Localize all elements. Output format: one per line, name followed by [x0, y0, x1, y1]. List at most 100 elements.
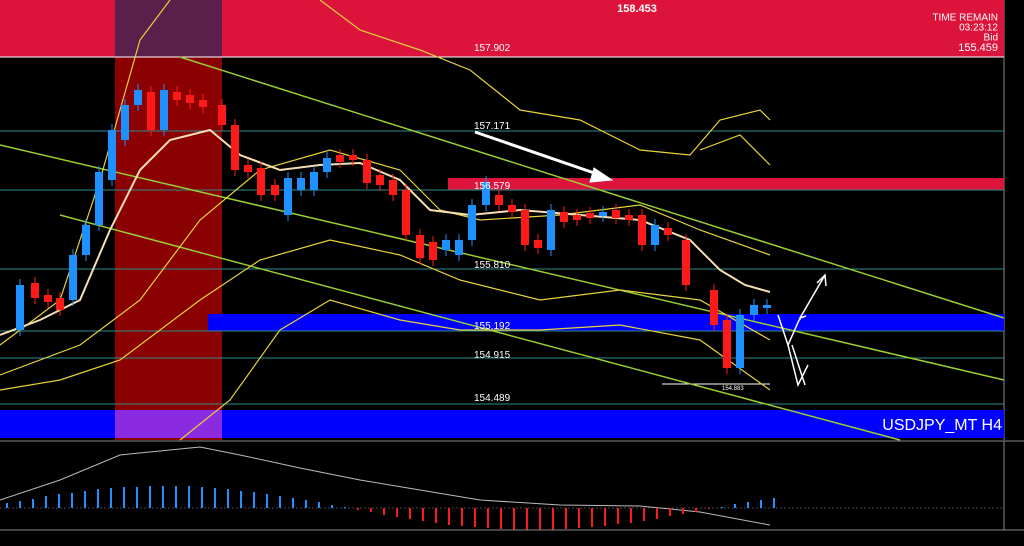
candle-body	[442, 240, 450, 250]
candle-body	[56, 298, 64, 310]
histogram-bar	[721, 507, 723, 508]
level-label: 155.192	[474, 321, 511, 332]
candle-body	[547, 210, 555, 250]
histogram-bar	[409, 508, 411, 519]
candle-body	[638, 215, 646, 245]
projection-arrows	[777, 273, 827, 388]
candle-body	[429, 242, 437, 260]
candle-body	[521, 210, 529, 245]
candle-body	[323, 158, 331, 172]
candle-body	[763, 305, 771, 308]
histogram-bar	[123, 487, 125, 508]
candle-body	[750, 305, 758, 315]
histogram-bar	[305, 500, 307, 508]
candle-body	[349, 155, 357, 160]
histogram-bar	[32, 499, 34, 508]
time-remain-label: TIME REMAIN	[932, 13, 998, 24]
histogram-bar	[643, 508, 645, 521]
histogram-bar	[695, 508, 697, 512]
time-remain: 03:23:12	[959, 23, 998, 34]
histogram-bar	[227, 489, 229, 508]
histogram-bar	[396, 508, 398, 517]
symbol: USDJPY_MT H4	[882, 417, 1002, 434]
candle-body	[108, 130, 116, 180]
histogram-bar	[708, 508, 710, 509]
candle-body	[376, 175, 384, 185]
candle-body	[218, 105, 226, 125]
demand-zone-overlap	[115, 410, 222, 438]
candle-body	[482, 182, 490, 205]
candle-body	[147, 92, 155, 130]
candle-body	[402, 190, 410, 235]
histogram-bar	[383, 508, 385, 515]
histogram-bar	[552, 508, 554, 530]
bid: 155.459	[958, 42, 998, 54]
candle-body	[389, 180, 397, 195]
candle-body	[82, 225, 90, 255]
histogram-bar	[6, 503, 8, 508]
candle-body	[416, 235, 424, 258]
histogram-bar	[617, 508, 619, 524]
histogram-bar	[513, 508, 515, 530]
price-axis	[1004, 0, 1024, 440]
signal-line	[0, 446, 771, 526]
low-label: 154.883	[722, 386, 744, 392]
histogram-bar	[266, 494, 268, 508]
histogram-bar	[188, 486, 190, 508]
histogram-bar	[58, 494, 60, 508]
histogram-bar	[669, 508, 671, 516]
candle-body	[573, 215, 581, 220]
candle-body	[736, 315, 744, 368]
histogram-bar	[604, 508, 606, 526]
histogram-bar	[279, 496, 281, 508]
histogram-bar	[71, 493, 73, 508]
candle-body	[664, 228, 672, 235]
candle-body	[508, 205, 516, 212]
histogram-bar	[474, 508, 476, 527]
histogram-bar	[565, 508, 567, 529]
candle-body	[95, 172, 103, 225]
current-price: 158.453	[617, 3, 657, 15]
histogram-bar	[97, 489, 99, 508]
candle-body	[271, 185, 279, 195]
candle-body	[16, 285, 24, 330]
bid-label: Bid	[984, 33, 998, 44]
candle-body	[160, 90, 168, 130]
histogram-bar	[370, 508, 372, 512]
candle-body	[336, 155, 344, 162]
session-band-top	[115, 0, 222, 57]
candle-body	[244, 165, 252, 172]
candle-body	[534, 240, 542, 248]
histogram-bar	[110, 488, 112, 508]
candle-body	[455, 240, 463, 255]
moving-average	[0, 128, 771, 336]
histogram-bar	[331, 505, 333, 508]
candle-body	[31, 283, 39, 298]
candle-body	[257, 168, 265, 195]
histogram-bar	[240, 491, 242, 508]
histogram-bar	[500, 508, 502, 529]
arrows	[474, 130, 614, 183]
histogram-bar	[773, 498, 775, 508]
candle-body	[560, 212, 568, 222]
histogram-bar	[747, 502, 749, 508]
histogram-bar	[214, 488, 216, 508]
candle-body	[586, 213, 594, 218]
trend-channel	[0, 56, 1005, 441]
candle-body	[495, 195, 503, 205]
histogram-bar	[19, 501, 21, 508]
histogram-bar	[630, 508, 632, 523]
candle-body	[297, 178, 305, 190]
histogram-bar	[84, 491, 86, 508]
candle-body	[682, 240, 690, 285]
candle-body	[199, 100, 207, 107]
candle-body	[468, 205, 476, 240]
histogram-bar	[487, 508, 489, 528]
candle-body	[625, 215, 633, 220]
candle-body	[363, 160, 371, 183]
candle-body	[69, 255, 77, 300]
resistance-zone	[448, 178, 1004, 190]
candle-body	[186, 95, 194, 103]
histogram-bar	[578, 508, 580, 528]
